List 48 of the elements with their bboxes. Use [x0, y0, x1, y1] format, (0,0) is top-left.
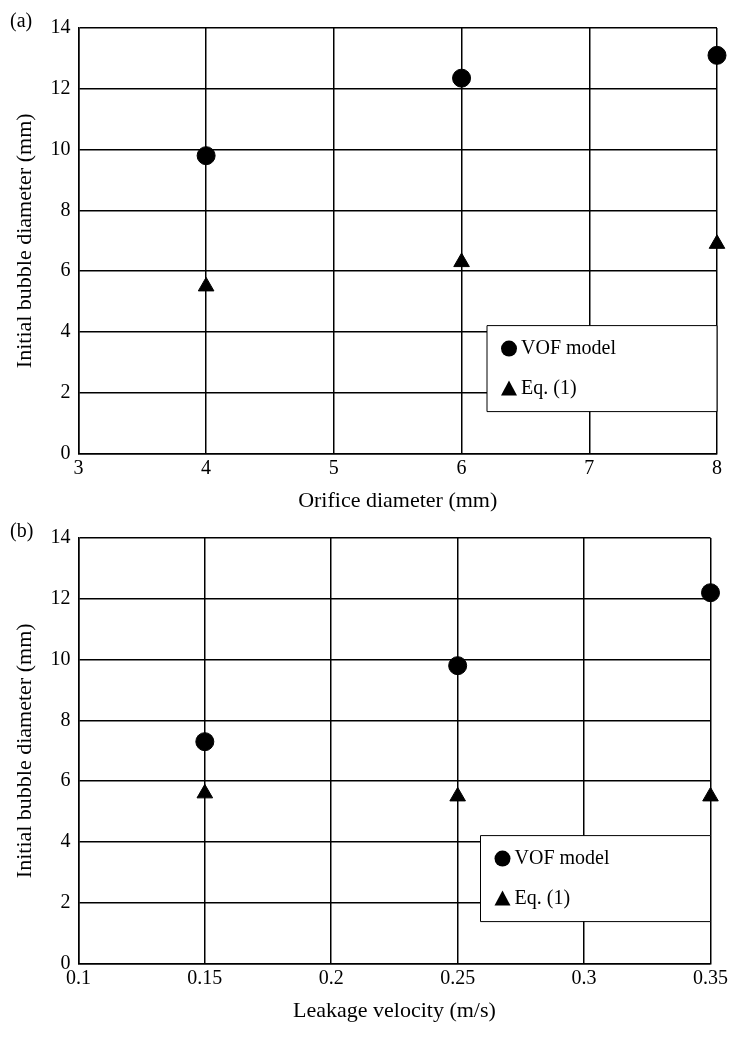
- point: [197, 276, 215, 292]
- text: (a): [10, 9, 33, 33]
- point: [453, 252, 470, 268]
- point: [708, 234, 726, 249]
- x-axis-title: Leakage velocity (m/s): [293, 996, 496, 1022]
- x-tick-label: 4: [201, 455, 212, 478]
- y-tick-label: 14: [50, 15, 71, 38]
- point: [701, 583, 720, 603]
- y-tick-label: 14: [50, 525, 71, 548]
- y-axis-title: Initial bubble diameter (mm): [10, 113, 36, 369]
- x-tick-label: 5: [328, 455, 339, 478]
- x-tick-label: 8: [712, 455, 722, 478]
- point: [707, 45, 727, 65]
- x-tick-label: 0.35: [693, 965, 728, 988]
- legend-label: Eq. (1): [514, 885, 571, 909]
- x-tick-label: 0.15: [187, 965, 223, 988]
- legend-label: VOF model: [514, 845, 610, 868]
- x-tick-label: 7: [584, 455, 595, 478]
- x-tick-label: 0.2: [318, 965, 344, 988]
- point: [452, 68, 472, 88]
- y-tick-label: 2: [60, 890, 71, 913]
- point: [449, 786, 466, 802]
- x-tick-label: 0.3: [571, 965, 597, 988]
- y-tick-label: 8: [60, 707, 71, 730]
- y-tick-label: 6: [60, 768, 71, 791]
- x-tick-label: 0.25: [440, 965, 476, 988]
- point: [195, 732, 215, 752]
- point: [702, 786, 719, 802]
- y-axis-title: Initial bubble diameter (mm): [10, 623, 36, 879]
- y-tick-label: 2: [60, 380, 71, 403]
- y-tick-label: 8: [60, 197, 71, 220]
- text: (b): [10, 519, 34, 543]
- x-axis-title: Orifice diameter (mm): [298, 486, 498, 512]
- x-tick-label: 6: [456, 455, 467, 478]
- point: [196, 146, 216, 166]
- x-tick-label: 3: [73, 455, 84, 478]
- y-tick-label: 4: [60, 829, 71, 852]
- legend-label: Eq. (1): [521, 375, 577, 399]
- y-tick-label: 6: [60, 258, 71, 281]
- legend-label: VOF model: [521, 335, 617, 358]
- y-tick-label: 4: [60, 319, 71, 342]
- y-tick-label: 10: [50, 136, 71, 159]
- y-tick-label: 12: [50, 76, 71, 99]
- point: [448, 656, 468, 676]
- y-tick-label: 10: [50, 646, 71, 669]
- y-tick-label: 12: [50, 586, 71, 609]
- point: [196, 783, 214, 799]
- y-tick-label: 0: [60, 440, 71, 463]
